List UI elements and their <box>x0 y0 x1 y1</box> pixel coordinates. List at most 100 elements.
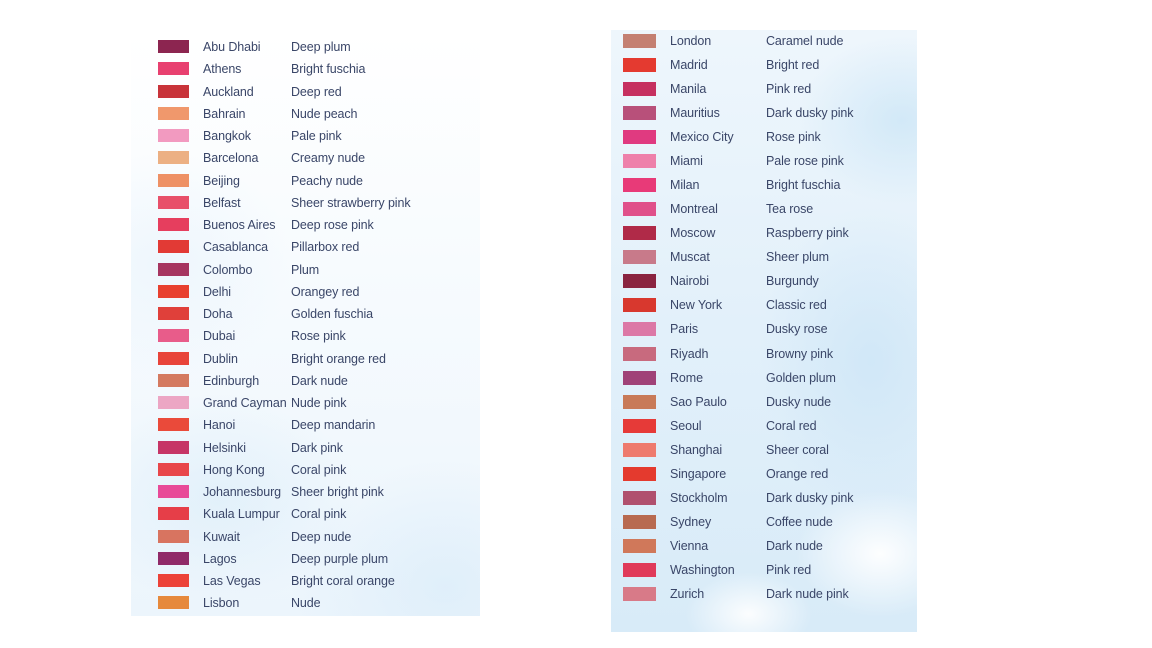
shade-name: Coffee nude <box>766 514 833 529</box>
shade-name: Raspberry pink <box>766 226 849 241</box>
shade-name: Deep nude <box>291 529 352 544</box>
shade-name: Pale pink <box>291 129 342 143</box>
shade-name: Bright red <box>766 58 820 73</box>
shade-row: Moscow Raspberry pink <box>611 223 917 243</box>
color-swatch <box>623 586 656 601</box>
shade-row: London Caramel nude <box>611 31 917 51</box>
shade-row: Bangkok Pale pink <box>131 126 480 146</box>
shade-name: Sheer coral <box>766 442 829 457</box>
shade-name: Sheer strawberry pink <box>291 195 411 210</box>
shade-row: Shanghai Sheer coral <box>611 440 917 460</box>
shade-row: Paris Dusky rose <box>611 319 917 339</box>
city-name: Lisbon <box>203 596 240 611</box>
shade-name: Bright fuschia <box>766 178 841 193</box>
color-swatch <box>623 562 656 577</box>
city-name: Vienna <box>670 538 709 553</box>
color-swatch <box>158 106 189 120</box>
shade-row: Dubai Rose pink <box>131 326 480 346</box>
city-name: Bahrain <box>203 106 246 121</box>
shade-name: Nude pink <box>291 396 347 410</box>
shade-name: Dark nude <box>766 538 823 553</box>
shade-name: Nude <box>291 596 321 611</box>
shade-name: Peachy nude <box>291 173 363 188</box>
city-name: Colombo <box>203 262 253 277</box>
city-name: Delhi <box>203 284 231 299</box>
shade-name: Golden fuschia <box>291 307 373 321</box>
color-swatch <box>158 574 189 587</box>
shade-row: Seoul Coral red <box>611 416 917 436</box>
city-name: Buenos Aires <box>203 218 276 232</box>
shade-row: Miami Pale rose pink <box>611 151 917 171</box>
shade-name: Nude peach <box>291 106 358 121</box>
shade-name: Rose pink <box>766 130 821 145</box>
shade-row: New York Classic red <box>611 295 917 315</box>
shade-name: Deep plum <box>291 40 351 54</box>
shade-name: Classic red <box>766 298 827 313</box>
shade-name: Dark pink <box>291 440 343 455</box>
city-name: Kuala Lumpur <box>203 507 280 522</box>
shade-name: Deep rose pink <box>291 218 374 232</box>
city-name: Seoul <box>670 418 702 433</box>
color-swatch <box>623 130 656 145</box>
shade-list-right: London Caramel nude Madrid Bright red Manila… <box>611 30 917 632</box>
shade-name: Coral pink <box>291 507 347 522</box>
city-name: Rome <box>670 370 703 385</box>
shade-row: Mauritius Dark dusky pink <box>611 103 917 123</box>
color-swatch <box>158 84 189 98</box>
color-swatch <box>158 40 189 53</box>
shade-row: Milan Bright fuschia <box>611 175 917 195</box>
color-swatch <box>158 284 189 298</box>
color-swatch <box>623 154 656 169</box>
shade-row: Grand Cayman Nude pink <box>131 393 480 413</box>
city-name: Sao Paulo <box>670 394 727 409</box>
color-swatch <box>623 178 656 193</box>
shade-row: Singapore Orange red <box>611 464 917 484</box>
color-swatch <box>623 82 656 97</box>
shade-name: Deep red <box>291 84 342 99</box>
city-name: Zurich <box>670 586 705 601</box>
color-swatch <box>623 466 656 481</box>
color-swatch <box>158 262 189 276</box>
city-name: Mauritius <box>670 106 720 121</box>
city-name: New York <box>670 298 723 313</box>
shade-row: Auckland Deep red <box>131 82 480 102</box>
city-name: Edinburgh <box>203 373 260 388</box>
city-name: Miami <box>670 154 703 169</box>
color-swatch <box>623 490 656 505</box>
shade-row: Barcelona Creamy nude <box>131 148 480 168</box>
shade-row: Montreal Tea rose <box>611 199 917 219</box>
city-name: London <box>670 34 712 48</box>
color-swatch <box>623 538 656 553</box>
shade-row: Buenos Aires Deep rose pink <box>131 215 480 235</box>
color-swatch <box>158 218 189 231</box>
city-name: Montreal <box>670 202 718 217</box>
city-name: Abu Dhabi <box>203 40 261 54</box>
color-swatch <box>158 529 189 543</box>
city-name: Dublin <box>203 351 238 366</box>
shade-name: Bright orange red <box>291 351 386 366</box>
color-swatch <box>158 151 189 165</box>
color-swatch <box>623 418 656 433</box>
color-swatch <box>623 370 656 385</box>
shade-row: Madrid Bright red <box>611 55 917 75</box>
shade-row: Riyadh Browny pink <box>611 344 917 364</box>
city-name: Belfast <box>203 195 241 210</box>
city-name: Dubai <box>203 329 236 344</box>
shade-name: Creamy nude <box>291 151 365 166</box>
shade-row: Sydney Coffee nude <box>611 512 917 532</box>
color-swatch <box>623 298 656 313</box>
shade-name: Dusky rose <box>766 322 828 337</box>
shade-row: Bahrain Nude peach <box>131 104 480 124</box>
color-swatch <box>158 440 189 454</box>
color-swatch <box>158 351 189 365</box>
city-name: Nairobi <box>670 274 709 289</box>
shade-name: Bright coral orange <box>291 574 395 588</box>
shade-name: Dark nude <box>291 373 348 388</box>
city-name: Bangkok <box>203 129 251 143</box>
city-name: Hanoi <box>203 418 236 433</box>
color-swatch <box>623 514 656 529</box>
shade-name: Dark dusky pink <box>766 490 854 505</box>
shade-row: Casablanca Pillarbox red <box>131 237 480 257</box>
shade-row: Manila Pink red <box>611 79 917 99</box>
color-swatch <box>623 394 656 409</box>
